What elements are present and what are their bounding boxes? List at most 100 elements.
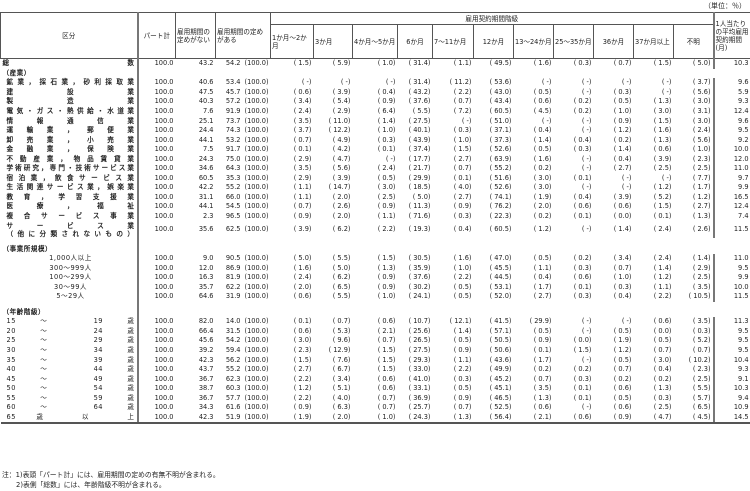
table-cell: ( 0.6) (293, 87, 312, 96)
table-cell: ( 6.5) (332, 282, 351, 291)
table-cell: 11.0 (712, 253, 750, 264)
table-cell: ( 52.6) (489, 145, 512, 154)
table-cell: ( -) (581, 317, 592, 326)
table-cell: ( 22.3) (489, 212, 512, 221)
row-label: 60 ～ 64 歳 (0, 403, 139, 413)
row-label: 300～999人 (0, 263, 139, 273)
table-cell: 100.0 (154, 282, 174, 291)
table-cell: ( 5.2) (653, 192, 672, 201)
table-cell: ( 1.5) (377, 346, 396, 355)
table-cell: 12.4 (712, 202, 750, 212)
table-cell: ( 3.0) (692, 97, 711, 106)
table-cell: ( 51.6) (489, 173, 512, 182)
table-cell: ( 0.5) (533, 145, 552, 154)
table-cell: ( 1.4) (613, 225, 632, 234)
table-cell: 11.3 (712, 317, 750, 327)
table-cell: ( 2.0) (533, 202, 552, 211)
row-label: 運輸業，郵便業 (0, 125, 139, 136)
table-cell: 61.6 (225, 403, 241, 412)
table-cell: 9.6 (712, 78, 750, 88)
table-cell: ( 45.1) (489, 384, 512, 393)
table-cell: 9.7 (712, 173, 750, 184)
table-cell: 44.1 (198, 202, 214, 211)
table-cell: 31.1 (198, 192, 214, 201)
row-label: 5～29人 (0, 292, 139, 302)
table-cell: ( 0.9) (593, 412, 634, 425)
table-cell: ( -) (581, 183, 592, 192)
table-cell: ( 0.4) (653, 365, 672, 374)
table-cell: (100.0) (244, 154, 269, 163)
table-cell: ( 2.2) (377, 225, 396, 234)
table-cell: ( 10.7) (408, 317, 431, 326)
table-cell: ( 1.3) (432, 412, 474, 425)
table-cell: (100.0) (244, 183, 269, 192)
table-cell: 34.6 (198, 164, 214, 173)
table-cell: ( 50.5) (489, 336, 512, 345)
table-cell: 44.1 (198, 135, 214, 144)
table-cell: ( 63.9) (489, 154, 512, 163)
header-has-term: 雇用期間の定めがある (215, 12, 271, 59)
table-cell: ( 1.6) (653, 126, 672, 135)
table-cell: 60.5 (198, 173, 214, 182)
table-cell: ( 4.7) (332, 154, 351, 163)
table-cell: 57.2 (225, 97, 241, 106)
table-cell: ( 0.1) (573, 384, 592, 393)
section-header-row: （産業） (0, 68, 750, 79)
table-cell: 100.0 (154, 59, 174, 68)
table-cell: ( 1.4) (453, 326, 472, 335)
table-cell: ( 19.3) (408, 225, 431, 234)
table-row: 運輸業，郵便業 100.0 24.4 74.3 (100.0) ( 3.7) ( 12.2)… (0, 125, 750, 136)
table-cell: ( 21.7) (408, 164, 431, 173)
table-cell: 100.0 (154, 393, 174, 402)
table-cell: ( 43.9) (408, 135, 431, 144)
table-cell: ( 52.5) (489, 403, 512, 412)
table-cell: 10.0 (712, 144, 750, 155)
table-cell: ( 1.2) (653, 183, 672, 192)
table-cell: ( 2.9) (293, 173, 312, 182)
table-cell: ( 40.1) (408, 126, 431, 135)
table-cell: ( 3.7) (692, 78, 711, 87)
table-cell: ( 0.6) (553, 412, 594, 425)
table-cell: ( 1.5) (293, 355, 312, 364)
table-cell: ( -) (461, 116, 472, 125)
table-cell: ( 1.5) (377, 254, 396, 263)
table-cell: (100.0) (244, 173, 269, 182)
table-cell: ( 2.7) (453, 154, 472, 163)
table-cell: ( 51.0) (489, 116, 512, 125)
table-cell: ( 2.9) (692, 263, 711, 272)
table-cell: ( 6.2) (332, 273, 351, 282)
table-cell: ( 0.5) (613, 393, 632, 402)
row-label: 鉱業，採石業，砂利採取業 (0, 78, 139, 88)
table-cell: ( 0.6) (377, 317, 396, 326)
row-label: 総数 (0, 58, 139, 69)
table-cell: ( 2.5) (692, 164, 711, 173)
table-cell: 9.0 (203, 254, 214, 263)
table-cell: 11.5 (712, 292, 750, 302)
table-cell: 24.3 (198, 154, 214, 163)
table-cell: ( 0.2) (613, 374, 632, 383)
header-no-term: 雇用期間の定めがない (175, 12, 216, 59)
table-cell: ( 1.4) (533, 135, 552, 144)
table-cell: ( 0.5) (453, 336, 472, 345)
table-cell: ( 1.0) (377, 59, 396, 68)
table-cell: ( -) (661, 78, 672, 87)
table-cell: ( 2.5) (377, 192, 396, 201)
table-cell: ( 4.5) (673, 412, 714, 425)
table-cell: (100.0) (244, 145, 269, 154)
row-label: 不動産業，物品賃貸業 (0, 154, 139, 165)
table-row: 30 ～ 34 歳 100.0 39.2 59.4 (100.0) ( 2.3) ( 12.… (0, 345, 750, 356)
table-cell: ( 6.4) (377, 107, 396, 115)
table-cell: ( 5.5) (692, 384, 711, 393)
table-cell: 100.0 (154, 336, 174, 345)
table-cell: ( 5.0) (412, 192, 431, 201)
table-cell: ( 2.7) (692, 202, 711, 211)
table-cell: ( 0.9) (613, 116, 632, 125)
table-cell: ( -) (621, 317, 632, 326)
table-row: 情報通信業 100.0 25.1 73.7 (100.0) ( 3.5) ( 11.0) ( … (0, 116, 750, 126)
table-cell: ( 0.9) (453, 393, 472, 402)
table-cell: (100.0) (244, 384, 269, 393)
table-cell: ( 0.7) (332, 317, 351, 326)
table-cell: 45.7 (225, 87, 241, 96)
header-period: 4か月～5か月 (352, 24, 398, 59)
row-label-line: （他に分類されないもの） (6, 229, 135, 238)
